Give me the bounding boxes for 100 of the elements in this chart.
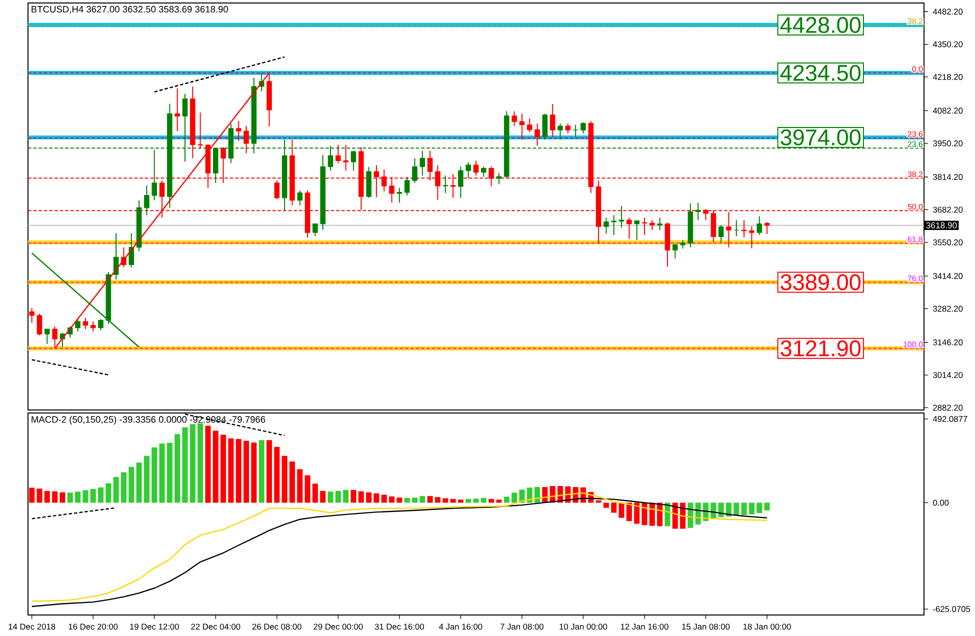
- candlestick: [297, 190, 302, 206]
- bar: [611, 502, 617, 513]
- bar: [289, 462, 295, 503]
- bar: [389, 496, 395, 503]
- y-tick-label: 3814.20: [933, 174, 963, 180]
- candlestick: [550, 104, 556, 138]
- bar: [480, 498, 486, 503]
- bar: [75, 492, 81, 503]
- bar: [328, 492, 334, 503]
- bar: [274, 446, 280, 503]
- y-tick-label: 4350.20: [932, 41, 963, 48]
- candlestick: [466, 162, 471, 179]
- bar: [649, 502, 655, 526]
- bar: [618, 502, 624, 518]
- y-tick-label: 3550.20: [933, 239, 963, 246]
- y-tick-label: 0.00: [933, 500, 949, 506]
- bar: [320, 490, 326, 503]
- y-tick-label: -625.0705: [933, 606, 970, 612]
- bar: [198, 423, 204, 503]
- y-tick-label: 3146.20: [933, 339, 963, 346]
- candlestick: [672, 243, 678, 259]
- bar: [756, 502, 762, 514]
- bar: [297, 469, 303, 503]
- candlestick: [396, 187, 402, 204]
- x-tick-label: 29 Dec 00:00: [314, 624, 363, 630]
- candlestick: [144, 184, 150, 216]
- bar: [113, 476, 119, 503]
- chart-title: BTCUSD,H4 3627.00 3632.50 3583.69 3618.90: [32, 6, 228, 14]
- x-tick-label: 4 Jan 16:00: [439, 624, 482, 630]
- bar: [741, 502, 747, 516]
- y-tick-label: 4482.20: [932, 8, 963, 15]
- x-tick-label: 16 Dec 20:00: [68, 624, 118, 630]
- bar: [36, 488, 42, 503]
- bar: [258, 440, 264, 503]
- ref-line-label: 3618.90: [926, 222, 957, 228]
- candlestick: [604, 217, 609, 234]
- candlestick: [526, 118, 532, 133]
- bar: [251, 442, 257, 503]
- bar: [642, 502, 648, 526]
- bar: [466, 498, 472, 503]
- candlestick: [412, 158, 418, 184]
- candlestick: [496, 172, 502, 185]
- bar: [335, 490, 341, 503]
- bar: [120, 472, 126, 503]
- y-tick-label: 3282.20: [933, 306, 963, 312]
- bar: [266, 440, 272, 503]
- bar: [726, 502, 732, 516]
- candlestick: [98, 318, 104, 331]
- candlestick: [756, 216, 762, 236]
- bar: [526, 488, 532, 503]
- candlestick: [741, 220, 747, 238]
- bar: [82, 490, 88, 503]
- candlestick: [36, 313, 42, 336]
- bar: [672, 502, 678, 529]
- bar: [626, 502, 632, 522]
- candlestick: [312, 223, 318, 237]
- bar: [228, 438, 234, 503]
- candlestick: [726, 211, 732, 248]
- bar: [396, 498, 402, 503]
- bar: [29, 488, 35, 503]
- bar: [412, 498, 418, 503]
- x-tick-label: 18 Jan 00:00: [743, 624, 791, 630]
- candlestick: [350, 150, 356, 172]
- ref-line-label: 3389.00: [780, 274, 861, 290]
- y-tick-label: 3014.20: [933, 372, 963, 378]
- bar: [98, 487, 104, 503]
- bar: [442, 498, 448, 503]
- candlestick: [404, 176, 410, 196]
- bar: [420, 496, 426, 503]
- bar: [374, 493, 380, 503]
- bar: [52, 491, 58, 503]
- bar: [512, 492, 518, 503]
- bar: [458, 500, 464, 503]
- y-tick-label: 3682.20: [933, 206, 963, 213]
- x-tick-label: 14 Dec 2018: [8, 624, 56, 630]
- bar: [282, 456, 288, 503]
- x-tick-label: 22 Dec 04:00: [191, 624, 240, 630]
- bar: [343, 490, 349, 503]
- bar: [44, 490, 50, 503]
- bar: [434, 497, 440, 503]
- ref-line-label: 4428.00: [780, 17, 861, 34]
- bar: [174, 434, 180, 503]
- candlestick: [174, 88, 180, 132]
- x-tick-label: 31 Dec 16:00: [374, 624, 424, 630]
- bar: [358, 491, 364, 503]
- candlestick: [442, 175, 448, 194]
- ref-line-label: 3974.00: [780, 129, 861, 146]
- candlestick: [44, 328, 50, 344]
- candlestick: [512, 110, 517, 127]
- x-tick-label: 10 Jan 00:00: [560, 624, 608, 630]
- bar: [60, 492, 66, 503]
- candlestick: [159, 180, 165, 218]
- bar: [304, 475, 310, 503]
- x-tick-label: 26 Dec 08:00: [252, 624, 302, 630]
- bar: [404, 498, 410, 503]
- candlestick: [634, 220, 640, 240]
- x-tick-label: 12 Jan 16:00: [620, 624, 668, 630]
- bar: [603, 502, 609, 508]
- candlestick: [343, 144, 348, 172]
- bar: [427, 496, 433, 503]
